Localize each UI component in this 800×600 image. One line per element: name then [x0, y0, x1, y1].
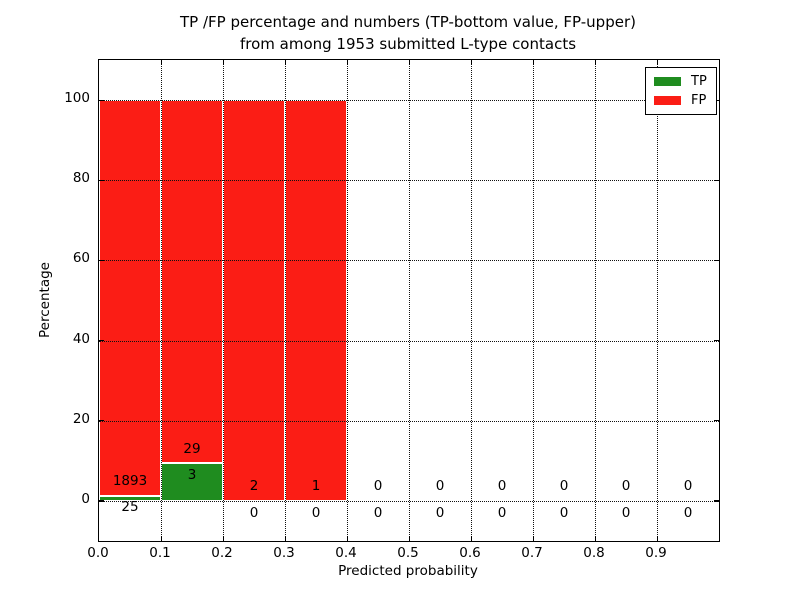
chart-title: TP /FP percentage and numbers (TP-bottom…: [98, 11, 718, 55]
x-tick-label: 0.8: [583, 545, 605, 561]
tp-count-label: 0: [249, 504, 259, 521]
y-tick-right: [714, 420, 719, 422]
legend: TP FP: [645, 67, 717, 115]
v-gridline: [285, 60, 286, 541]
fp-count-label: 0: [683, 478, 693, 495]
v-gridline: [223, 60, 224, 541]
v-gridline: [595, 60, 596, 541]
fp-count-label: 1893: [112, 473, 148, 490]
y-axis-label: Percentage: [37, 262, 53, 338]
y-tick-label: 40: [72, 330, 90, 347]
x-tick-top: [470, 60, 472, 65]
fp-legend-swatch: [654, 96, 681, 105]
x-tick-bottom: [160, 536, 162, 541]
fp-count-label: 0: [621, 478, 631, 495]
x-tick-top: [594, 60, 596, 65]
y-tick-label: 60: [72, 250, 90, 267]
y-tick-label: 80: [72, 170, 90, 187]
x-tick-label: 0.9: [645, 545, 667, 561]
v-gridline: [347, 60, 348, 541]
plot-area: TP FP 1893 25 29 3 2 0 1 0 0 0 0 0 0 0 0 0 0 0 0 0: [98, 59, 720, 542]
legend-label-tp: TP: [691, 74, 707, 89]
fp-count-label: 29: [183, 440, 201, 457]
chart-title-line1: TP /FP percentage and numbers (TP-bottom…: [180, 13, 636, 31]
x-tick-bottom: [532, 536, 534, 541]
x-tick-label: 0.3: [273, 545, 295, 561]
y-tick-left: [99, 179, 104, 181]
tp-bar: [161, 463, 223, 501]
tp-count-label: 3: [187, 466, 197, 483]
legend-label-fp: FP: [691, 93, 707, 108]
x-tick-top: [346, 60, 348, 65]
fp-count-label: 0: [435, 478, 445, 495]
tp-count-label: 25: [121, 499, 139, 516]
y-tick-label: 20: [72, 410, 90, 427]
y-tick-left: [99, 340, 104, 342]
x-tick-label: 0.6: [459, 545, 481, 561]
v-gridline: [657, 60, 658, 541]
x-tick-top: [284, 60, 286, 65]
tp-legend-swatch: [654, 77, 681, 86]
y-tick-right: [714, 500, 719, 502]
x-tick-top: [656, 60, 658, 65]
x-tick-label: 0.1: [149, 545, 171, 561]
y-tick-right: [714, 179, 719, 181]
fp-count-label: 1: [311, 478, 321, 495]
x-tick-top: [160, 60, 162, 65]
fp-bar: [285, 100, 347, 501]
x-tick-top: [222, 60, 224, 65]
x-tick-bottom: [594, 536, 596, 541]
v-gridline: [471, 60, 472, 541]
tp-count-label: 0: [497, 504, 507, 521]
fp-bar: [99, 100, 161, 496]
legend-item-fp: FP: [654, 91, 712, 110]
x-tick-bottom: [222, 536, 224, 541]
y-tick-right: [714, 259, 719, 262]
tp-count-label: 0: [311, 504, 321, 521]
tp-count-label: 0: [683, 504, 693, 521]
tp-count-label: 0: [559, 504, 569, 521]
tp-count-label: 0: [621, 504, 631, 521]
x-tick-bottom: [346, 536, 348, 541]
x-tick-label: 0.0: [87, 545, 109, 561]
x-tick-bottom: [470, 536, 472, 541]
chart-title-line2: from among 1953 submitted L-type contact…: [239, 35, 577, 53]
y-tick-left: [99, 259, 104, 262]
v-gridline: [409, 60, 410, 541]
x-tick-top: [532, 60, 534, 65]
y-tick-label: 0: [81, 490, 90, 507]
x-axis-label: Predicted probability: [338, 563, 478, 579]
y-tick-label: 100: [64, 90, 90, 107]
tp-count-label: 0: [373, 504, 383, 521]
fp-bar: [223, 100, 285, 501]
x-tick-bottom: [408, 536, 410, 541]
tp-count-label: 0: [435, 504, 445, 521]
tp-bar: [99, 495, 161, 501]
x-tick-label: 0.5: [397, 545, 419, 561]
y-tick-left: [99, 500, 104, 502]
x-tick-bottom: [656, 536, 658, 541]
y-tick-right: [714, 340, 719, 342]
fp-bar: [161, 100, 223, 464]
y-tick-left: [99, 99, 104, 101]
fp-count-label: 2: [249, 478, 259, 495]
x-tick-top: [408, 60, 410, 65]
fp-count-label: 0: [497, 478, 507, 495]
fp-count-label: 0: [373, 478, 383, 495]
x-tick-label: 0.2: [211, 545, 233, 561]
v-gridline: [533, 60, 534, 541]
y-tick-left: [99, 420, 104, 422]
fp-count-label: 0: [559, 478, 569, 495]
v-gridline: [161, 60, 162, 541]
legend-item-tp: TP: [654, 72, 712, 91]
x-tick-label: 0.4: [335, 545, 357, 561]
x-tick-bottom: [284, 536, 286, 541]
x-tick-label: 0.7: [521, 545, 543, 561]
